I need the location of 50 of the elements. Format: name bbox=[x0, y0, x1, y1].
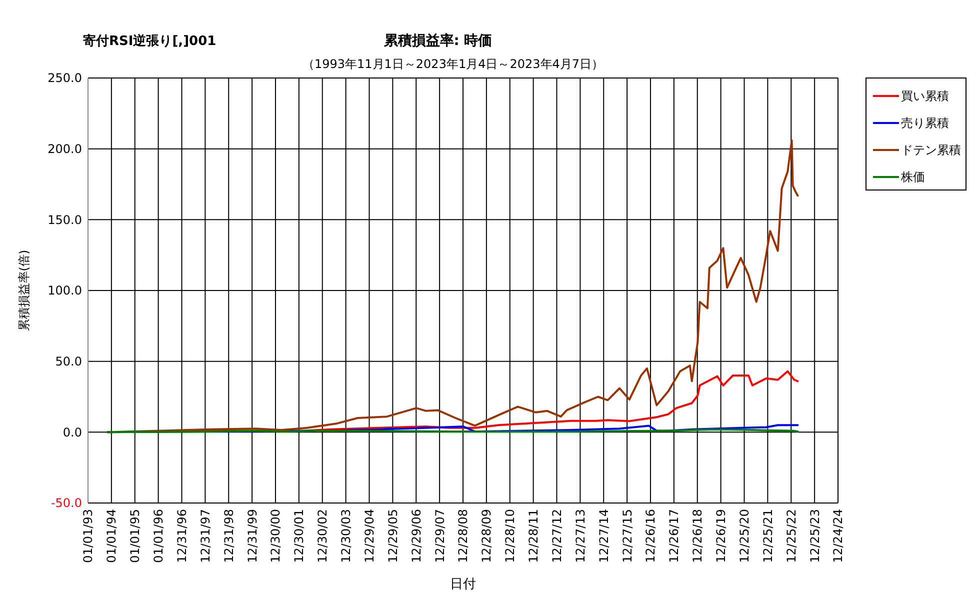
x-tick-label: 12/28/09 bbox=[480, 509, 494, 563]
chart-title: 累積損益率: 時価 bbox=[382, 32, 492, 49]
legend-label: 株価 bbox=[900, 170, 925, 184]
x-tick-label: 12/29/05 bbox=[386, 509, 400, 563]
x-tick-label: 12/29/07 bbox=[432, 509, 447, 563]
x-tick-label: 12/27/14 bbox=[596, 509, 611, 563]
x-tick-label: 12/30/01 bbox=[292, 509, 306, 563]
x-tick-label: 12/31/98 bbox=[222, 509, 236, 563]
x-tick-label: 12/31/97 bbox=[198, 509, 212, 563]
x-tick-label: 12/28/08 bbox=[456, 509, 470, 563]
y-tick-label: 150.0 bbox=[48, 212, 82, 227]
x-tick-label: 12/25/21 bbox=[760, 509, 775, 563]
x-tick-label: 12/24/24 bbox=[831, 509, 846, 563]
x-tick-label: 12/26/19 bbox=[714, 509, 728, 563]
text: 寄付RSI逆張り[,]001 bbox=[83, 33, 216, 49]
y-axis-title: 累積損益率(倍) bbox=[17, 250, 31, 332]
x-tick-label: 12/30/00 bbox=[268, 509, 283, 563]
x-tick-label: 12/26/17 bbox=[667, 509, 682, 563]
x-axis-title: 日付 bbox=[450, 577, 476, 592]
x-tick-label: 01/01/95 bbox=[128, 509, 142, 563]
x-tick-label: 12/26/16 bbox=[644, 509, 658, 563]
x-tick-label: 01/01/96 bbox=[152, 509, 166, 563]
y-tick-label: -50.0 bbox=[50, 496, 82, 510]
x-tick-label: 12/29/04 bbox=[362, 509, 376, 563]
y-tick-label: 250.0 bbox=[48, 71, 82, 86]
y-tick-label: 100.0 bbox=[48, 284, 82, 298]
y-tick-label: 200.0 bbox=[48, 142, 82, 156]
x-tick-label: 12/29/06 bbox=[409, 509, 424, 563]
x-tick-label: 12/26/18 bbox=[690, 509, 705, 563]
y-tick-label: 50.0 bbox=[55, 354, 82, 369]
x-tick-label: 12/27/15 bbox=[620, 509, 634, 563]
x-tick-label: 12/28/11 bbox=[526, 509, 541, 563]
y-tick-label: 0.0 bbox=[62, 425, 82, 440]
legend-label: 買い累積 bbox=[901, 89, 949, 104]
line-series bbox=[106, 139, 799, 434]
x-tick-label: 12/28/10 bbox=[503, 509, 518, 563]
x-tick-label: 01/01/93 bbox=[81, 509, 96, 563]
x-tick-label: 12/31/99 bbox=[245, 509, 260, 563]
x-tick-label: 12/31/96 bbox=[174, 509, 189, 563]
x-tick-label: 01/01/94 bbox=[104, 509, 119, 563]
x-tick-label: 12/30/03 bbox=[339, 509, 354, 563]
chart-subtitle: （1993年11月1日～2023年1月4日～2023年4月7日） bbox=[302, 57, 604, 71]
legend-label: ドテン累積 bbox=[901, 143, 961, 158]
x-tick-label: 12/25/22 bbox=[784, 509, 798, 563]
x-tick-label: 12/27/12 bbox=[550, 509, 564, 563]
legend-label: 売り累積 bbox=[901, 116, 949, 130]
x-tick-label: 12/30/02 bbox=[316, 509, 330, 563]
x-tick-label: 12/27/13 bbox=[573, 509, 588, 563]
x-tick-label: 12/25/23 bbox=[808, 509, 822, 563]
x-tick-label: 12/25/20 bbox=[737, 509, 752, 563]
